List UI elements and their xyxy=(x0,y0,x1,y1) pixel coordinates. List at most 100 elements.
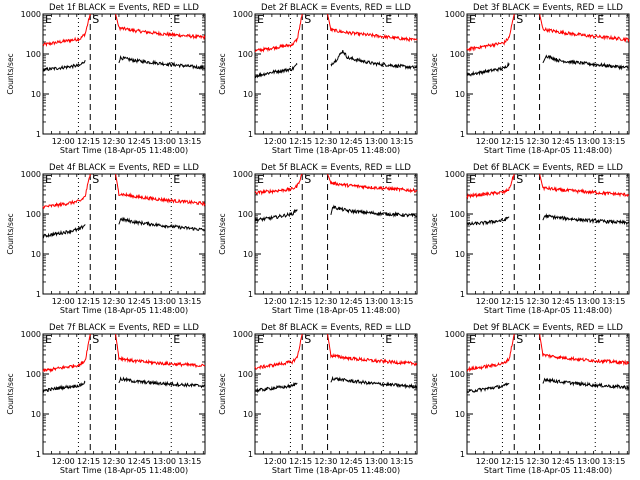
x-axis-label: Start Time (18-Apr-05 11:48:00) xyxy=(60,146,188,155)
x-tick-label: 12:00 xyxy=(264,297,287,306)
y-tick-label: 1000 xyxy=(445,10,465,19)
x-tick-label: 13:15 xyxy=(602,137,625,146)
marker-label: E xyxy=(469,333,476,346)
x-tick-label: 13:00 xyxy=(365,457,388,466)
y-tick-label: 100 xyxy=(450,210,465,219)
panel-1: Det 1f BLACK = Events, RED = LLD 1 10 100 10… xyxy=(6,3,206,155)
x-axis-label: Start Time (18-Apr-05 11:48:00) xyxy=(60,306,188,315)
x-tick-label: 12:30 xyxy=(102,457,125,466)
x-tick-label: 13:00 xyxy=(365,297,388,306)
x-tick-label: 12:00 xyxy=(264,137,287,146)
series-lld-line xyxy=(466,13,515,53)
panel-title: Det 5f BLACK = Events, RED = LLD xyxy=(261,163,411,173)
x-tick-label: 12:45 xyxy=(340,457,363,466)
series-events-line xyxy=(466,61,510,77)
x-tick-label: 13:15 xyxy=(178,297,201,306)
marker-label: E xyxy=(385,173,392,186)
y-tick-label: 10 xyxy=(31,410,41,419)
plot-frame xyxy=(254,333,418,455)
panel-title: Det 4f BLACK = Events, RED = LLD xyxy=(49,163,199,173)
x-tick-label: 13:00 xyxy=(365,137,388,146)
panel-title: Det 7f BLACK = Events, RED = LLD xyxy=(49,323,199,333)
y-tick-label: 1 xyxy=(248,450,253,459)
y-tick-label: 1000 xyxy=(21,330,41,339)
series-lld-line xyxy=(539,333,630,366)
x-tick-label: 13:00 xyxy=(153,297,176,306)
series-events-line xyxy=(330,204,418,218)
x-tick-label: 12:30 xyxy=(102,297,125,306)
y-axis-label: Counts/sec xyxy=(6,213,15,254)
panel-9: Det 9f BLACK = Events, RED = LLD 1 10 100 10… xyxy=(430,323,630,475)
plot-frame xyxy=(466,333,630,455)
marker-label: E xyxy=(45,13,52,26)
series-events-line xyxy=(542,212,630,226)
series-events-line xyxy=(330,375,418,391)
x-tick-label: 12:00 xyxy=(476,297,499,306)
y-tick-label: 1 xyxy=(460,450,465,459)
y-tick-label: 1 xyxy=(248,290,253,299)
series-events-line xyxy=(42,60,86,72)
x-tick-label: 12:15 xyxy=(77,137,100,146)
panel-title: Det 3f BLACK = Events, RED = LLD xyxy=(473,3,623,13)
marker-label: E xyxy=(173,173,180,186)
x-tick-label: 12:15 xyxy=(501,457,524,466)
series-lld-line xyxy=(42,333,91,374)
marker-label: S xyxy=(304,333,311,346)
x-tick-label: 12:30 xyxy=(102,137,125,146)
x-tick-label: 13:15 xyxy=(178,457,201,466)
y-tick-label: 100 xyxy=(26,210,41,219)
y-tick-label: 10 xyxy=(31,90,41,99)
y-axis-label: Counts/sec xyxy=(6,53,15,94)
marker-label: S xyxy=(92,173,99,186)
x-tick-label: 12:00 xyxy=(476,137,499,146)
x-tick-label: 12:45 xyxy=(128,457,151,466)
y-tick-label: 100 xyxy=(26,50,41,59)
y-tick-label: 1000 xyxy=(233,330,253,339)
x-axis-label: Start Time (18-Apr-05 11:48:00) xyxy=(272,306,400,315)
series-events-line xyxy=(542,54,629,71)
series-events-line xyxy=(118,216,205,232)
marker-label: E xyxy=(597,13,604,26)
x-tick-label: 12:15 xyxy=(501,137,524,146)
y-tick-label: 100 xyxy=(238,50,253,59)
x-tick-label: 12:15 xyxy=(77,297,100,306)
y-tick-label: 10 xyxy=(243,90,253,99)
series-lld-line xyxy=(254,173,303,196)
marker-label: E xyxy=(257,13,264,26)
y-tick-label: 10 xyxy=(243,410,253,419)
x-tick-label: 12:30 xyxy=(526,137,549,146)
x-axis-label: Start Time (18-Apr-05 11:48:00) xyxy=(484,466,612,475)
plot-frame xyxy=(466,13,630,135)
series-lld-line xyxy=(115,333,206,369)
x-tick-label: 13:00 xyxy=(577,457,600,466)
marker-label: E xyxy=(45,333,52,346)
y-axis-label: Counts/sec xyxy=(430,53,439,94)
x-tick-label: 13:15 xyxy=(178,137,201,146)
x-tick-label: 12:15 xyxy=(501,297,524,306)
x-tick-label: 12:30 xyxy=(314,457,337,466)
x-tick-label: 12:45 xyxy=(340,297,363,306)
x-tick-label: 12:30 xyxy=(314,297,337,306)
marker-label: S xyxy=(516,173,523,186)
marker-label: E xyxy=(385,13,392,26)
series-lld-line xyxy=(327,333,418,367)
series-lld-line xyxy=(115,173,206,207)
y-tick-label: 1 xyxy=(36,130,41,139)
series-events-line xyxy=(542,377,630,391)
series-lld-line xyxy=(539,173,630,198)
panel-title: Det 9f BLACK = Events, RED = LLD xyxy=(473,323,623,333)
y-tick-label: 1000 xyxy=(445,170,465,179)
marker-label: E xyxy=(385,333,392,346)
y-tick-label: 10 xyxy=(455,410,465,419)
series-lld-line xyxy=(42,173,91,210)
x-tick-label: 12:45 xyxy=(552,297,575,306)
x-tick-label: 13:00 xyxy=(153,457,176,466)
y-tick-label: 1000 xyxy=(445,330,465,339)
y-tick-label: 1 xyxy=(36,290,41,299)
y-tick-label: 10 xyxy=(243,250,253,259)
y-tick-label: 10 xyxy=(455,250,465,259)
x-tick-label: 12:15 xyxy=(289,297,312,306)
panel-3: Det 3f BLACK = Events, RED = LLD 1 10 100 10… xyxy=(430,3,630,155)
panel-title: Det 6f BLACK = Events, RED = LLD xyxy=(473,163,623,173)
series-events-line xyxy=(42,224,86,239)
